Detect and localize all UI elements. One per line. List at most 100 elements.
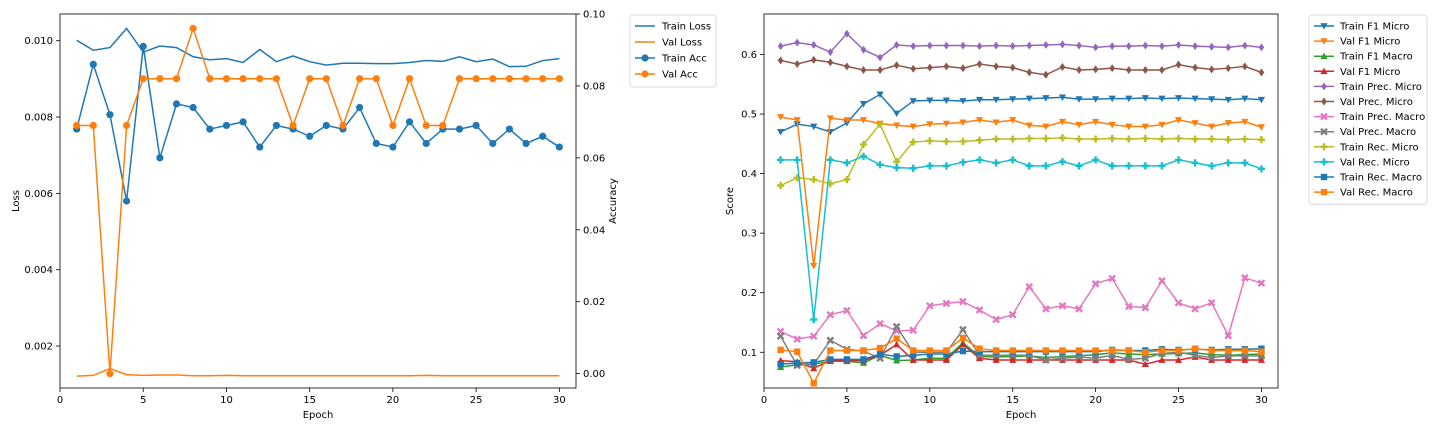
data-point	[1174, 298, 1183, 307]
data-point	[505, 75, 514, 83]
data-point	[1225, 43, 1232, 52]
data-point	[1125, 123, 1133, 131]
data-point	[976, 60, 983, 68]
data-point	[1207, 298, 1216, 307]
data-point	[1108, 347, 1116, 354]
series-line	[780, 276, 1262, 340]
y-tick-label: 0.3	[741, 229, 757, 240]
data-point	[1009, 347, 1016, 354]
data-point	[1191, 120, 1199, 127]
data-point	[1058, 134, 1067, 142]
data-point	[1075, 162, 1083, 170]
data-point	[1257, 136, 1266, 144]
data-point	[1158, 162, 1166, 170]
data-point	[356, 103, 364, 112]
legend-entry: Train Rec. Micro	[1339, 142, 1419, 153]
data-point	[1009, 42, 1016, 51]
data-point	[1058, 158, 1067, 166]
y-tick-label: 0.004	[24, 265, 53, 276]
data-point	[1191, 351, 1199, 360]
data-point	[1174, 134, 1183, 143]
series-line	[76, 25, 560, 374]
loss-accuracy-chart: 0 5 10 15 20 25 30 0.002 0.004 0.006 0.008 0.010 0.0…	[11, 10, 717, 421]
data-point	[1124, 355, 1133, 364]
data-point	[1075, 121, 1083, 129]
data-point	[1257, 279, 1266, 288]
data-point	[1208, 162, 1216, 170]
data-point	[89, 60, 97, 68]
data-point	[959, 158, 967, 166]
data-point	[1224, 120, 1232, 127]
data-point	[826, 336, 835, 345]
data-point	[1257, 124, 1266, 131]
data-point	[1092, 347, 1099, 354]
data-point	[910, 347, 917, 354]
data-point	[505, 125, 514, 133]
data-point	[172, 75, 181, 83]
data-point	[1042, 304, 1050, 313]
data-point	[943, 41, 950, 50]
data-point	[959, 334, 967, 342]
data-point	[306, 75, 314, 83]
data-point	[859, 101, 868, 108]
data-point	[925, 301, 934, 310]
data-point	[1058, 301, 1067, 310]
data-point	[1159, 66, 1165, 74]
data-point	[810, 55, 817, 64]
data-point	[844, 29, 850, 38]
legend-entry: Train Loss	[661, 22, 711, 33]
data-point	[776, 129, 785, 136]
data-point	[1208, 65, 1215, 74]
data-point	[926, 97, 934, 104]
legend-entry: Val Loss	[662, 38, 702, 49]
data-point	[926, 347, 934, 354]
data-point	[959, 297, 967, 306]
data-point	[959, 340, 967, 348]
data-point	[810, 364, 818, 372]
legend-entry: Val Acc	[662, 70, 698, 81]
data-point	[793, 335, 802, 344]
data-point	[959, 119, 967, 126]
data-point	[844, 62, 850, 71]
data-point	[1158, 121, 1166, 129]
data-point	[859, 117, 868, 124]
data-point	[810, 315, 818, 324]
data-point	[1076, 41, 1082, 50]
data-point	[372, 139, 380, 148]
data-point	[422, 139, 430, 148]
data-point	[926, 41, 933, 50]
data-point	[1141, 360, 1149, 368]
data-point	[1208, 356, 1216, 363]
data-point	[1075, 135, 1083, 143]
data-point	[1026, 347, 1033, 354]
data-point	[909, 326, 918, 335]
x-tick-label: 30	[553, 395, 566, 406]
data-point	[992, 159, 1000, 167]
data-point	[843, 117, 851, 124]
data-point	[1241, 135, 1249, 143]
data-point	[926, 121, 934, 128]
data-point	[975, 117, 984, 124]
legend-marker	[641, 70, 649, 78]
series-line	[780, 116, 1262, 266]
data-point	[909, 356, 917, 363]
data-point	[1257, 356, 1266, 363]
data-point	[455, 75, 464, 83]
x-tick-label: 5	[844, 395, 850, 406]
data-point	[1158, 135, 1166, 143]
data-point	[1240, 273, 1249, 282]
series-line	[76, 27, 560, 68]
data-point	[1025, 134, 1033, 143]
data-point	[810, 41, 817, 49]
data-point	[1258, 68, 1265, 77]
data-point	[1224, 331, 1233, 340]
data-point	[1241, 347, 1249, 354]
data-point	[1091, 279, 1100, 288]
y-axis-label: Loss	[11, 190, 22, 212]
legend-entry: Train Prec. Macro	[1339, 112, 1425, 123]
data-point	[942, 356, 950, 363]
data-point	[827, 58, 834, 67]
data-point	[1125, 95, 1133, 103]
data-point	[959, 325, 967, 334]
legend-entry: Train Rec. Macro	[1339, 173, 1422, 184]
